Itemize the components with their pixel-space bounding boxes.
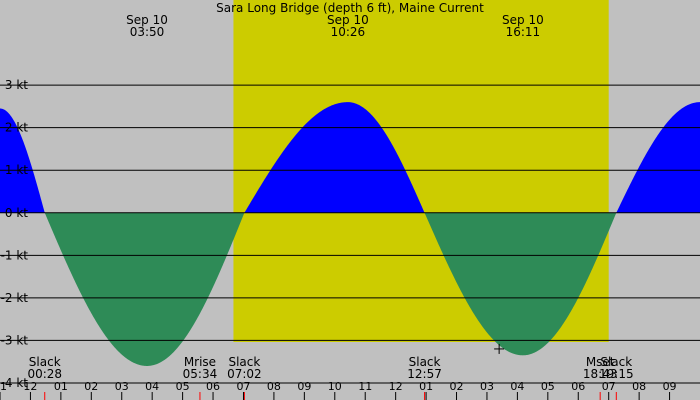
hour-tick-label: 09 xyxy=(297,380,311,393)
peak-time: 03:50 xyxy=(130,25,165,39)
event-name: Slack xyxy=(29,355,61,369)
hour-tick-label: 06 xyxy=(206,380,220,393)
hour-tick-label: 04 xyxy=(510,380,524,393)
y-tick-label: 2 kt xyxy=(5,121,28,135)
peak-date: Sep 10 xyxy=(126,13,168,27)
hour-tick-label: 12 xyxy=(23,380,37,393)
y-tick-label: -3 kt xyxy=(1,333,29,347)
hour-tick-label: 06 xyxy=(571,380,585,393)
event-name: Mrise xyxy=(184,355,216,369)
chart-title: Sara Long Bridge (depth 6 ft), Maine Cur… xyxy=(216,1,484,15)
hour-tick-label: 12 xyxy=(389,380,403,393)
y-tick-label: 3 kt xyxy=(5,78,28,92)
hour-tick-label: 09 xyxy=(663,380,677,393)
current-areas xyxy=(0,102,700,366)
hour-tick-label: 10 xyxy=(328,380,342,393)
event-name: Slack xyxy=(409,355,441,369)
event-name: Slack xyxy=(228,355,260,369)
peak-time: 10:26 xyxy=(331,25,366,39)
hour-tick-label: 05 xyxy=(176,380,190,393)
event-time: 12:57 xyxy=(407,367,442,381)
hour-axis: 11 12 01 02 03 04 05 06 07 08 09 10 11 12 01 02 03 04 05 06… xyxy=(0,380,677,400)
event-time: 18:43 xyxy=(583,367,618,381)
hour-tick-label: 01 xyxy=(419,380,433,393)
y-tick-label: 1 kt xyxy=(5,163,28,177)
cursor-marker xyxy=(494,343,505,354)
y-tick-label: -2 kt xyxy=(1,291,29,305)
y-tick-label: -1 kt xyxy=(1,248,29,262)
y-tick-label: 0 kt xyxy=(5,206,28,220)
event-name: Mset xyxy=(586,355,615,369)
hour-tick-label: 07 xyxy=(602,380,616,393)
event-name: Slack xyxy=(600,355,632,369)
y-axis-labels: 3 kt 2 kt 1 kt 0 kt -1 kt -2 kt -3 kt -4 kt xyxy=(1,78,29,390)
hour-tick-label: 11 xyxy=(358,380,372,393)
hour-tick-label: 08 xyxy=(267,380,281,393)
hour-tick-label: 08 xyxy=(632,380,646,393)
event-time: 07:02 xyxy=(227,367,262,381)
hour-tick-label: 01 xyxy=(54,380,68,393)
ebb-area xyxy=(0,212,700,366)
hour-tick-label: 07 xyxy=(236,380,250,393)
event-time: 00:28 xyxy=(27,367,62,381)
flood-area xyxy=(0,102,700,213)
event-time: 05:34 xyxy=(183,367,218,381)
hour-tick-label: 03 xyxy=(115,380,129,393)
hour-tick-label: 02 xyxy=(84,380,98,393)
hour-tick-label: 02 xyxy=(450,380,464,393)
gridlines xyxy=(0,84,700,384)
hour-tick-label: 03 xyxy=(480,380,494,393)
peak-date: Sep 10 xyxy=(502,13,544,27)
event-labels: Slack00:28Mrise05:34Slack07:02Slack12:57… xyxy=(27,355,634,400)
y-tick-label: -4 kt xyxy=(1,376,29,390)
hour-tick-label: 05 xyxy=(541,380,555,393)
hour-tick-label: 04 xyxy=(145,380,159,393)
peak-date: Sep 10 xyxy=(327,13,369,27)
peak-time: 16:11 xyxy=(506,25,541,39)
hour-tick-label: 11 xyxy=(0,380,7,393)
event-time: 19:15 xyxy=(599,367,634,381)
